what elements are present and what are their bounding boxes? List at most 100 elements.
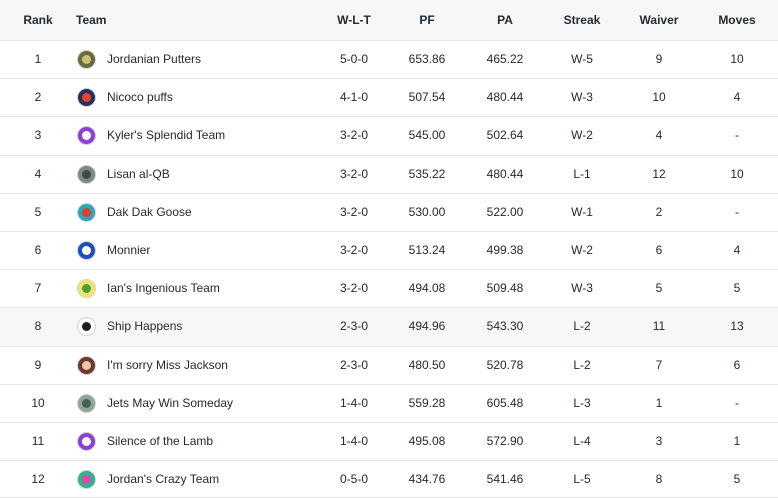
streak-cell: W-2	[571, 128, 593, 143]
rank-cell: 3	[34, 128, 42, 143]
team-logo-mark	[82, 360, 91, 370]
team-name-link[interactable]: Dak Dak Goose	[107, 204, 192, 219]
record-cell: 1-4-0	[339, 395, 368, 410]
team-logo-mark	[82, 55, 91, 64]
streak-cell: W-3	[571, 90, 593, 105]
helmet-icon[interactable]	[77, 431, 96, 451]
points-against-cell: 480.44	[486, 166, 524, 181]
moves-cell: 5	[733, 281, 741, 296]
record-cell: 0-5-0	[339, 472, 368, 487]
team-logo-icon[interactable]	[77, 50, 96, 69]
points-for-cell: 507.54	[408, 90, 446, 105]
moves-cell: 13	[730, 319, 744, 334]
team-cell: Monnier	[76, 232, 326, 269]
record-cell: 3-2-0	[339, 242, 368, 257]
team-logo-icon[interactable]	[77, 202, 96, 222]
team-cell: Ship Happens	[76, 308, 326, 345]
rank-cell: 2	[34, 90, 42, 105]
moves-cell: -	[735, 395, 739, 410]
points-for-cell: 495.08	[408, 433, 446, 448]
team-name-link[interactable]: Lisan al-QB	[107, 166, 170, 181]
column-header-streak[interactable]: Streak	[563, 13, 601, 27]
record-cell: 1-4-0	[339, 433, 368, 448]
helmet-icon[interactable]	[77, 126, 96, 146]
team-logo-mark	[82, 284, 91, 294]
team-logo-icon[interactable]	[77, 279, 96, 299]
waiver-cell: 6	[655, 242, 663, 257]
table-row: 5 Dak Dak Goose 3-2-0 530.00 522.00 W-1 …	[0, 192, 778, 231]
points-for-cell: 434.76	[408, 472, 446, 487]
points-for-cell: 559.28	[408, 395, 446, 410]
team-cell: Jordanian Putters	[76, 41, 326, 78]
team-cell: Ian's Ingenious Team	[76, 270, 326, 307]
team-logo-mark	[82, 322, 91, 332]
points-against-cell: 520.78	[486, 357, 524, 372]
team-name-link[interactable]: Jordan's Crazy Team	[107, 472, 220, 487]
table-row: 7 Ian's Ingenious Team 3-2-0 494.08 509.…	[0, 269, 778, 308]
waiver-cell: 10	[652, 90, 666, 105]
record-cell: 3-2-0	[339, 128, 368, 143]
team-name-link[interactable]: Jordanian Putters	[107, 52, 202, 66]
points-against-cell: 572.90	[486, 433, 524, 448]
team-logo-icon[interactable]	[77, 317, 96, 337]
team-logo-mark	[82, 131, 91, 141]
rank-cell: 11	[31, 433, 45, 448]
points-for-cell: 480.50	[408, 357, 446, 372]
rank-cell: 5	[34, 204, 42, 219]
team-logo-icon[interactable]	[77, 393, 96, 413]
table-row: 3 Kyler's Splendid Team 3-2-0 545.00 502…	[0, 116, 778, 155]
column-header-pf[interactable]: PF	[419, 13, 435, 27]
points-against-cell: 499.38	[486, 242, 524, 257]
moves-cell: -	[735, 204, 739, 219]
table-header: Rank Team W-L-T PF PA Streak Waiver Move…	[0, 0, 778, 40]
team-name-link[interactable]: I'm sorry Miss Jackson	[107, 357, 228, 372]
team-name-link[interactable]: Monnier	[107, 242, 151, 257]
waiver-cell: 11	[652, 319, 666, 334]
moves-cell: 10	[730, 166, 744, 181]
team-logo-mark	[82, 398, 91, 408]
streak-cell: W-3	[571, 281, 593, 296]
team-name-link[interactable]: Nicoco puffs	[107, 90, 173, 105]
column-header-pa[interactable]: PA	[497, 13, 513, 27]
team-logo-icon[interactable]	[77, 240, 96, 260]
moves-cell: 5	[733, 472, 741, 487]
column-header-waiver[interactable]: Waiver	[639, 13, 679, 27]
team-name-link[interactable]: Ian's Ingenious Team	[107, 281, 220, 296]
team-name-link[interactable]: Silence of the Lamb	[107, 433, 214, 448]
column-header-moves[interactable]: Moves	[718, 13, 756, 27]
team-logo-icon[interactable]	[77, 470, 96, 490]
table-row: 8 Ship Happens 2-3-0 494.96 543.30 L-2 1…	[0, 307, 778, 346]
table-body: 1 Jordanian Putters 5-0-0 653.86 465.22 …	[0, 40, 778, 498]
waiver-cell: 7	[655, 357, 663, 372]
points-against-cell: 465.22	[486, 52, 524, 66]
rank-cell: 9	[34, 357, 42, 372]
moves-cell: 10	[730, 52, 744, 66]
team-logo-icon[interactable]	[77, 355, 96, 375]
record-cell: 2-3-0	[339, 357, 368, 372]
column-header-team[interactable]: Team	[76, 13, 107, 27]
team-name-link[interactable]: Jets May Win Someday	[107, 395, 234, 410]
column-header-wlt[interactable]: W-L-T	[337, 13, 371, 27]
record-cell: 3-2-0	[339, 166, 368, 181]
moves-cell: 6	[733, 357, 741, 372]
points-against-cell: 509.48	[486, 281, 524, 296]
table-row: 9 I'm sorry Miss Jackson 2-3-0 480.50 52…	[0, 345, 778, 384]
table-row: 1 Jordanian Putters 5-0-0 653.86 465.22 …	[0, 40, 778, 79]
streak-cell: L-4	[573, 433, 591, 448]
table-row: 11 Silence of the Lamb 1-4-0 495.08 572.…	[0, 421, 778, 461]
team-logo-icon[interactable]	[77, 164, 96, 184]
points-against-cell: 522.00	[486, 204, 524, 219]
record-cell: 4-1-0	[339, 90, 368, 105]
team-name-link[interactable]: Kyler's Splendid Team	[107, 128, 226, 143]
points-against-cell: 541.46	[486, 472, 524, 487]
team-logo-icon[interactable]	[77, 88, 96, 108]
team-name-link[interactable]: Ship Happens	[107, 319, 183, 334]
streak-cell: W-5	[571, 52, 593, 66]
team-cell: Dak Dak Goose	[76, 194, 326, 231]
column-header-rank[interactable]: Rank	[23, 13, 53, 27]
rank-cell: 4	[34, 166, 42, 181]
record-cell: 5-0-0	[339, 52, 368, 66]
team-cell: Lisan al-QB	[76, 156, 326, 193]
streak-cell: L-2	[573, 357, 591, 372]
team-cell: Silence of the Lamb	[76, 423, 326, 460]
